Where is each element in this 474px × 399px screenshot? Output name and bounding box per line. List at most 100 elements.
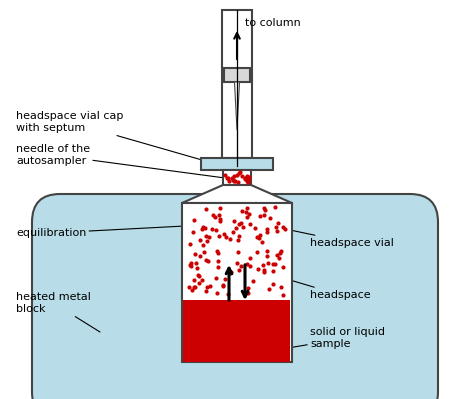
Point [264,225,271,232]
Point [227,236,234,243]
Point [222,234,230,241]
Point [193,265,201,272]
Point [196,237,204,243]
Point [224,175,231,182]
Bar [182,203,292,362]
Text: headspace vial: headspace vial [290,230,394,248]
Point [245,211,253,218]
Point [237,263,245,269]
Point [216,216,224,222]
Point [266,215,273,221]
Point [260,269,267,275]
Point [200,249,208,255]
Point [244,177,251,183]
Point [190,277,198,283]
Point [243,176,251,183]
Point [277,284,285,290]
Point [246,221,254,227]
Point [213,290,220,297]
Point [214,250,222,257]
Point [235,249,242,255]
Point [209,225,216,232]
Point [195,279,202,286]
Text: needle of the
autosampler: needle of the autosampler [16,144,225,178]
Point [202,257,210,263]
Point [279,264,287,271]
Point [244,178,251,184]
Point [238,207,246,214]
Point [215,212,223,219]
Point [191,217,198,223]
Text: headspace vial cap
with septum: headspace vial cap with septum [16,111,209,162]
Point [186,241,194,247]
Point [228,269,235,275]
Point [201,225,209,231]
Point [216,205,224,211]
Point [213,275,220,281]
Point [225,178,233,184]
Text: equilibration: equilibration [16,225,204,238]
Point [244,289,252,296]
Point [229,229,237,235]
Point [225,175,232,181]
Point [189,229,196,235]
Point [185,284,192,290]
Polygon shape [235,82,239,130]
Point [219,283,227,289]
Point [261,207,269,213]
Point [273,251,281,258]
Point [255,213,263,219]
Point [274,219,282,226]
Point [194,272,201,278]
Point [264,260,272,267]
Point [234,172,241,178]
Point [246,263,254,269]
Point [256,232,264,239]
Point [204,284,211,290]
Point [202,288,210,294]
Point [243,213,250,220]
Point [263,253,270,260]
Point [281,225,289,232]
Point [233,260,240,267]
Point [236,169,244,176]
Point [211,214,219,220]
Point [198,277,206,283]
Point [200,242,207,248]
Point [187,262,194,268]
Point [234,237,242,243]
Point [273,227,281,234]
Point [214,264,222,270]
Point [244,172,251,179]
Point [230,178,238,184]
Point [260,205,268,211]
Point [246,255,254,261]
Bar [224,68,250,82]
Point [255,235,263,241]
Point [224,290,232,297]
Point [259,262,266,268]
Point [191,284,199,290]
Bar [223,170,251,185]
Point [196,253,203,259]
Point [279,223,287,230]
Point [260,212,267,219]
Point [242,174,249,181]
Point [188,260,195,267]
Polygon shape [182,185,292,203]
Point [258,239,266,245]
Text: heated metal
block: heated metal block [16,292,100,332]
Point [251,225,259,231]
Point [264,248,271,254]
Point [265,286,273,292]
Point [215,232,222,239]
Point [242,175,250,182]
Point [187,262,195,269]
Point [242,208,250,215]
Point [244,179,252,185]
Point [235,220,243,227]
Text: solid or liquid
sample: solid or liquid sample [288,327,385,349]
Point [279,292,286,298]
Point [213,248,220,255]
Point [275,255,283,261]
